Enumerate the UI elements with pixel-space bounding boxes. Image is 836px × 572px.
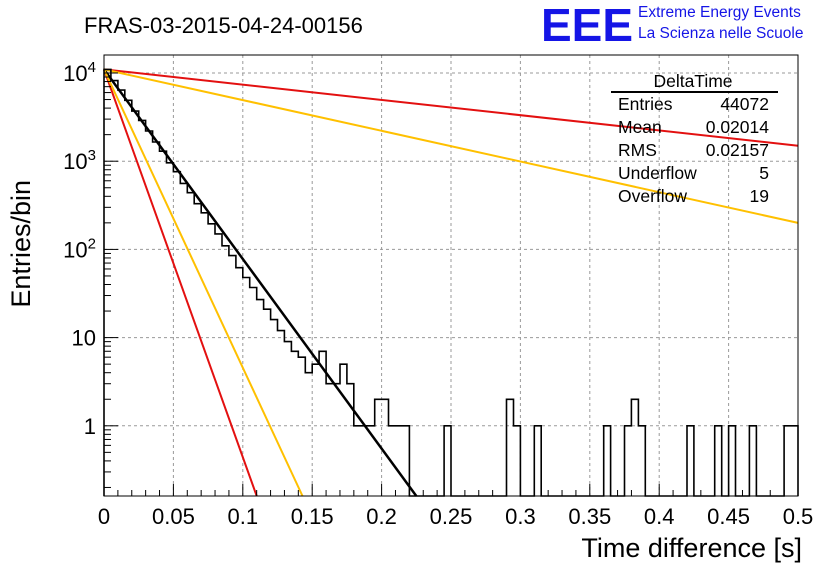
stats-box-name: DeltaTime [653, 71, 732, 91]
x-tick-label: 0.5 [783, 504, 814, 529]
x-tick-label: 0.3 [505, 504, 536, 529]
fit-curve-5 [103, 68, 799, 224]
chart-title: FRAS-03-2015-04-24-00156 [84, 13, 363, 38]
x-tick-label: 0.35 [568, 504, 611, 529]
stats-label: RMS [618, 140, 657, 160]
fit-curve-2 [103, 69, 258, 497]
y-tick-label: 103 [63, 147, 96, 174]
x-tick-label: 0.15 [291, 504, 334, 529]
stats-value: 19 [750, 186, 769, 206]
x-tick-label: 0.4 [644, 504, 675, 529]
x-tick-label: 0.45 [707, 504, 750, 529]
stats-value: 0.02157 [706, 140, 769, 160]
y-tick-label: 1 [84, 414, 96, 439]
stats-label: Underflow [618, 163, 697, 183]
logo-line-2: La Scienza nelle Scuole [638, 25, 803, 42]
fit-curve-4 [103, 68, 799, 147]
x-tick-label: 0.25 [430, 504, 473, 529]
axis-ticks [103, 72, 799, 496]
stats-value: 5 [759, 163, 769, 183]
stats-value: 0.02014 [706, 117, 770, 137]
stats-value: 44072 [720, 94, 769, 114]
stats-label: Entries [618, 94, 673, 114]
logo-line-1: Extreme Energy Events [638, 4, 801, 21]
fit-curve-1 [102, 68, 418, 497]
x-tick-label: 0.05 [152, 504, 195, 529]
y-tick-label: 10 [72, 326, 96, 351]
logo: EEE Extreme Energy Events La Scienza nel… [541, 0, 803, 51]
logo-mark: EEE [541, 0, 633, 51]
fit-curve-3 [103, 68, 304, 497]
x-tick-label: 0 [98, 504, 110, 529]
grid [104, 55, 798, 496]
x-tick-label: 0.1 [228, 504, 259, 529]
x-tick-label: 0.2 [366, 504, 397, 529]
stats-box: DeltaTime Entries 44072 Mean 0.02014 RMS… [611, 71, 778, 206]
y-axis-title: Entries/bin [6, 180, 36, 308]
fit-curves [102, 68, 799, 497]
x-axis-title: Time difference [s] [581, 533, 802, 563]
y-tick-label: 102 [63, 235, 96, 262]
y-tick-label: 104 [63, 59, 96, 86]
stats-label: Mean [618, 117, 662, 137]
stats-label: Overflow [618, 186, 687, 206]
x-tick-labels: 0 0.05 0.1 0.15 0.2 0.25 0.3 0.35 0.4 0.45 0.5 [98, 504, 813, 529]
